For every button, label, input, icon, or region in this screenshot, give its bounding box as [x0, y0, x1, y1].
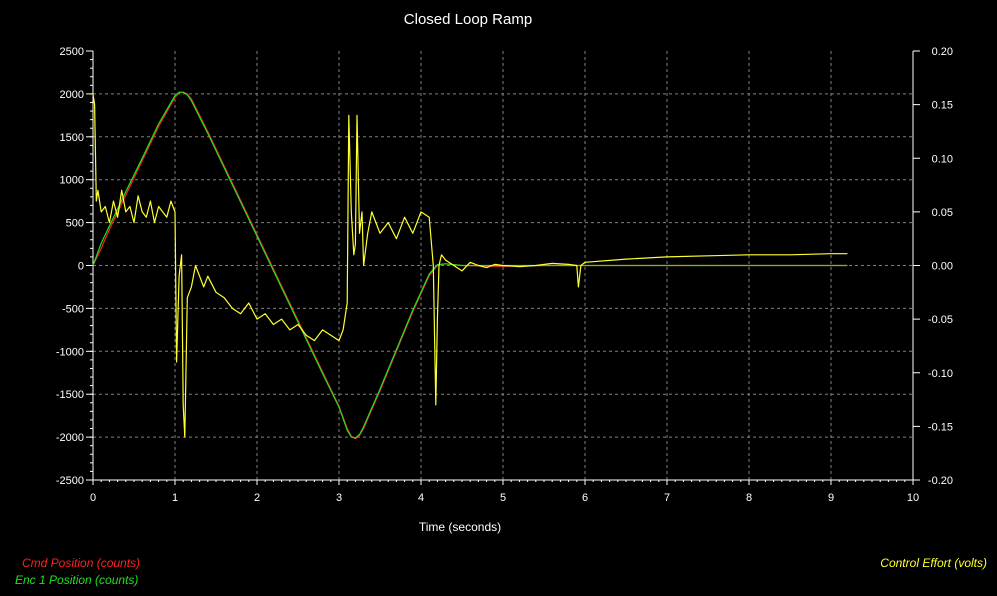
tick-label-layer: 0 1 2 3 4 5 6 7 8 9 10 2500 2000 1500 1000 500 0 -500 -100…	[56, 46, 953, 504]
y-tick-label: 1500	[60, 132, 84, 144]
y2-tick-label: 0.20	[932, 46, 953, 58]
y-tick-label: -1500	[56, 389, 84, 401]
series-line-control-effort-volts	[92, 93, 848, 438]
x-tick-label: 0	[90, 492, 96, 504]
legend-cmd-position: Cmd Position (counts)	[22, 556, 141, 570]
legend-control-effort: Control Effort (volts)	[880, 556, 987, 570]
y-tick-label: 2000	[60, 89, 84, 101]
y-tick-label: -2500	[56, 475, 84, 487]
legend-enc1-position: Enc 1 Position (counts)	[15, 573, 139, 587]
y2-tick-label: 0.00	[932, 261, 953, 273]
y-tick-label: -500	[62, 303, 84, 315]
y2-tick-label: -0.05	[928, 314, 953, 326]
y-tick-label: 500	[66, 218, 84, 230]
y-tick-label: 0	[78, 261, 84, 273]
y-tick-label: 2500	[60, 46, 84, 58]
x-tick-label: 9	[828, 492, 834, 504]
x-tick-label: 7	[664, 492, 670, 504]
y2-tick-label: 0.15	[932, 100, 953, 112]
x-tick-label: 4	[418, 492, 424, 504]
y2-tick-label: -0.15	[928, 421, 953, 433]
x-tick-label: 10	[907, 492, 919, 504]
chart-title: Closed Loop Ramp	[404, 11, 532, 28]
x-tick-label: 1	[172, 492, 178, 504]
x-tick-label: 2	[254, 492, 260, 504]
x-axis-label: Time (seconds)	[419, 520, 501, 534]
y-tick-label: -1000	[56, 346, 84, 358]
x-tick-label: 3	[336, 492, 342, 504]
y-tick-label: 1000	[60, 175, 84, 187]
y-tick-label: -2000	[56, 432, 84, 444]
y2-tick-label: 0.05	[932, 207, 953, 219]
x-tick-label: 5	[500, 492, 506, 504]
y2-tick-label: -0.10	[928, 368, 953, 380]
series-layer	[92, 91, 848, 440]
series-line-enc-1-position-counts	[92, 91, 848, 439]
y2-tick-label: 0.10	[932, 153, 953, 165]
x-tick-label: 8	[746, 492, 752, 504]
x-tick-label: 6	[582, 492, 588, 504]
y2-tick-label: -0.20	[928, 475, 953, 487]
